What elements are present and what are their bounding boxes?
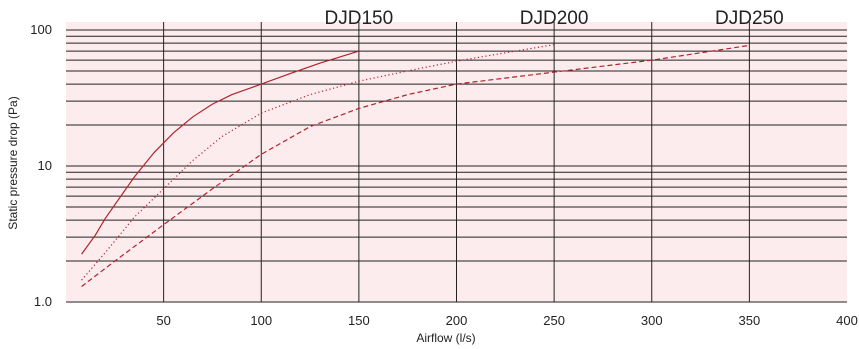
x-tick-label: 100 [250,313,272,328]
x-tick-label: 400 [836,313,858,328]
x-axis-label: Airflow (l/s) [416,331,475,345]
x-tick-label: 50 [156,313,170,328]
series-label-djd250: DJD250 [715,8,784,29]
y-axis-label: Static pressure drop (Pa) [6,96,20,229]
x-tick-label: 350 [739,313,761,328]
series-label-djd200: DJD200 [520,8,589,29]
grid [66,22,847,303]
series-layer [81,44,750,287]
y-tick-label: 10 [38,158,52,173]
x-tick-label: 250 [543,313,565,328]
tick-labels: 50 100 150 200 250 300 350 400 1.0 10 100 [30,22,858,328]
series-label-djd150: DJD150 [325,8,394,29]
series-line-djd200 [81,44,555,281]
x-tick-label: 150 [348,313,370,328]
series-line-djd250 [81,44,750,287]
series-labels: DJD150 DJD200 DJD250 [325,8,784,29]
y-tick-label: 1.0 [34,294,52,309]
x-tick-label: 300 [641,313,663,328]
y-tick-label: 100 [30,22,52,37]
series-line-djd150 [81,50,360,255]
x-tick-label: 200 [446,313,468,328]
